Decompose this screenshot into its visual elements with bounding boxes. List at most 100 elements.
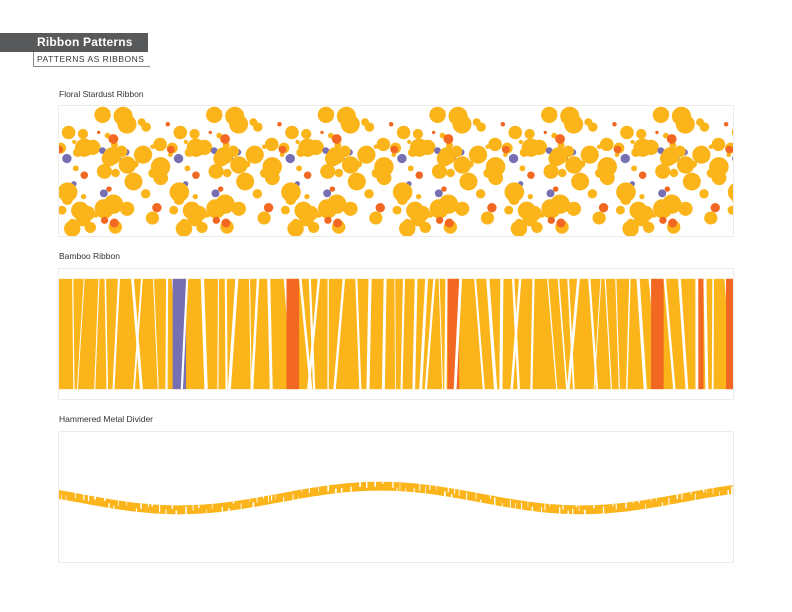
floral-dot: [392, 205, 402, 215]
floral-dot: [552, 186, 559, 192]
metal-notch: [645, 503, 646, 509]
floral-dot: [211, 189, 220, 198]
floral-dot: [277, 122, 282, 127]
page-title: Ribbon Patterns: [37, 35, 133, 49]
bamboo-stalk-orange: [725, 278, 733, 390]
metal-notch: [612, 503, 614, 507]
floral-dot: [429, 199, 448, 217]
metal-notch: [185, 506, 187, 515]
floral-dot: [231, 201, 246, 216]
floral-dot: [524, 128, 535, 140]
metal-notch: [450, 494, 453, 498]
floral-dot: [452, 114, 472, 134]
metal-notch: [74, 492, 76, 499]
floral-dot: [278, 145, 287, 154]
floral-dot: [390, 145, 399, 154]
floral-dot: [547, 216, 555, 224]
page-title-bar: Ribbon Patterns: [0, 33, 148, 52]
floral-dot: [502, 145, 510, 154]
floral-dot: [213, 150, 230, 167]
floral-dot: [318, 199, 336, 217]
floral-dot: [265, 170, 280, 186]
metal-notch: [694, 493, 696, 501]
floral-pattern-group: [59, 106, 733, 236]
bamboo-stalk-orange: [286, 278, 300, 390]
floral-dot: [206, 106, 223, 124]
floral-dot: [615, 205, 625, 215]
floral-dot: [62, 153, 72, 164]
floral-dot: [638, 205, 654, 221]
floral-dot: [431, 130, 436, 135]
metal-notch: [638, 500, 640, 504]
floral-dot: [454, 201, 470, 216]
floral-dot: [212, 216, 220, 224]
bamboo-cut: [381, 278, 387, 390]
metal-notch: [719, 491, 720, 496]
bamboo-cut: [299, 278, 313, 390]
floral-dot: [446, 168, 455, 178]
floral-dot: [77, 128, 89, 140]
bamboo-cut: [412, 278, 418, 390]
floral-dot: [167, 145, 175, 154]
metal-notch: [458, 489, 460, 496]
floral-dot: [453, 156, 472, 174]
floral-dot: [117, 114, 137, 134]
floral-dot: [676, 156, 695, 174]
floral-dot: [373, 144, 379, 149]
metal-notch: [668, 497, 670, 505]
floral-dot: [298, 138, 317, 157]
floral-dot: [364, 122, 375, 132]
floral-dot: [557, 168, 567, 178]
floral-dot: [324, 216, 332, 224]
floral-dot: [399, 220, 416, 236]
metal-notch: [575, 505, 577, 508]
floral-dot: [397, 153, 407, 164]
bamboo-cut: [499, 278, 504, 390]
metal-notch: [392, 481, 394, 488]
floral-dot: [220, 134, 230, 144]
floral-dot: [111, 168, 120, 178]
floral-dot: [118, 156, 137, 174]
floral-dot: [613, 145, 622, 154]
floral-dot: [334, 168, 344, 178]
bamboo-cut: [267, 278, 273, 390]
floral-dot: [131, 160, 139, 168]
floral-dot: [192, 193, 198, 200]
floral-dot: [592, 211, 606, 225]
floral-dot: [436, 150, 453, 167]
floral-dot: [562, 145, 575, 158]
floral-dot: [173, 125, 188, 140]
metal-notch: [625, 502, 627, 509]
floral-dot: [296, 165, 303, 172]
metal-notch: [447, 487, 449, 493]
floral-dot: [208, 163, 224, 179]
metal-notch: [727, 490, 730, 495]
bamboo-cut: [604, 278, 612, 390]
floral-dot: [434, 147, 441, 154]
bamboo-base: [59, 278, 733, 390]
floral-dot: [108, 134, 119, 144]
metal-notch: [283, 497, 285, 502]
floral-dot: [588, 122, 598, 132]
floral-dot: [74, 138, 94, 157]
metal-notch: [327, 485, 329, 492]
floral-dot: [429, 106, 446, 124]
floral-dot: [655, 163, 671, 179]
floral-dot: [347, 172, 366, 191]
floral-dot: [510, 220, 528, 236]
bamboo-cut: [104, 278, 109, 390]
floral-dot: [415, 171, 424, 179]
floral-dot: [443, 134, 454, 144]
metal-notch: [466, 492, 468, 500]
floral-dot: [227, 145, 240, 158]
floral-dot: [99, 147, 106, 154]
metal-notch: [549, 503, 551, 507]
bamboo-cut: [419, 278, 429, 390]
floral-dot: [476, 122, 486, 132]
metal-notch: [661, 502, 664, 507]
metal-notch: [232, 501, 235, 504]
bamboo-cut: [133, 278, 143, 390]
floral-dot: [598, 203, 609, 213]
floral-dot: [692, 145, 711, 164]
floral-dot: [555, 134, 565, 144]
